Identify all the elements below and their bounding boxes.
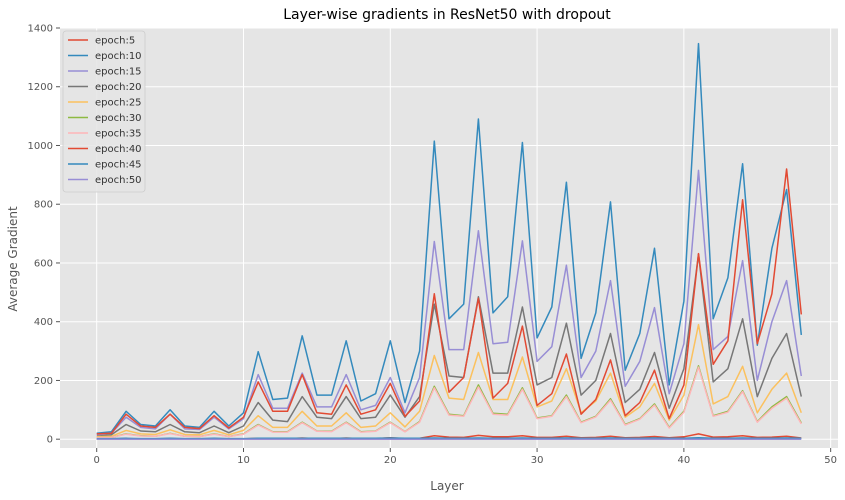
x-axis-ticks: 0 10 20 30 40 50 bbox=[94, 448, 837, 466]
x-tick-label: 0 bbox=[94, 455, 100, 466]
legend-label: epoch:20 bbox=[95, 82, 142, 93]
legend-label: epoch:30 bbox=[95, 113, 142, 124]
legend-item: epoch:5 bbox=[68, 36, 135, 47]
legend: epoch:5 epoch:10 epoch:15 epoch:20 epoch:25 e… bbox=[62, 30, 146, 193]
legend-item: epoch:15 bbox=[68, 67, 142, 78]
y-tick-label: 800 bbox=[34, 200, 53, 211]
chart-title: Layer-wise gradients in ResNet50 with dr… bbox=[283, 7, 611, 23]
x-tick-label: 40 bbox=[678, 455, 691, 466]
y-tick-label: 0 bbox=[47, 435, 53, 446]
x-tick-label: 50 bbox=[824, 455, 837, 466]
legend-item: epoch:30 bbox=[68, 113, 142, 124]
y-axis-label: Average Gradient bbox=[6, 206, 20, 312]
y-tick-label: 200 bbox=[34, 376, 53, 387]
plot-area bbox=[60, 28, 838, 448]
series-line-epoch-25 bbox=[96, 323, 803, 438]
legend-label: epoch:5 bbox=[95, 36, 135, 47]
legend-item: epoch:25 bbox=[68, 98, 142, 109]
x-tick-label: 10 bbox=[237, 455, 250, 466]
legend-label: epoch:15 bbox=[95, 67, 142, 78]
y-tick-label: 1200 bbox=[28, 82, 53, 93]
series-line-epoch-10 bbox=[96, 42, 803, 435]
x-axis-label: Layer bbox=[430, 479, 464, 493]
series-lines bbox=[96, 42, 803, 440]
series-line-epoch-45 bbox=[96, 436, 802, 440]
y-tick-label: 1400 bbox=[28, 24, 53, 35]
legend-label: epoch:35 bbox=[95, 129, 142, 140]
legend-item: epoch:35 bbox=[68, 129, 142, 140]
x-tick-label: 20 bbox=[384, 455, 397, 466]
y-tick-label: 600 bbox=[34, 258, 53, 269]
legend-item: epoch:20 bbox=[68, 82, 142, 93]
y-tick-label: 1000 bbox=[28, 141, 53, 152]
legend-item: epoch:50 bbox=[68, 175, 142, 186]
series-line-epoch-40 bbox=[96, 168, 803, 435]
legend-item: epoch:45 bbox=[68, 160, 142, 171]
y-tick-label: 400 bbox=[34, 317, 53, 328]
legend-item: epoch:40 bbox=[68, 144, 142, 155]
legend-label: epoch:40 bbox=[95, 144, 142, 155]
legend-item: epoch:10 bbox=[68, 51, 142, 62]
legend-label: epoch:45 bbox=[95, 160, 142, 171]
series-line-epoch-15 bbox=[96, 169, 803, 436]
x-tick-label: 30 bbox=[531, 455, 544, 466]
series-line-epoch-35 bbox=[96, 366, 802, 439]
legend-label: epoch:50 bbox=[95, 175, 142, 186]
y-axis-ticks: 0 200 400 600 800 1000 1200 1400 bbox=[28, 24, 60, 446]
legend-label: epoch:25 bbox=[95, 98, 142, 109]
grid-lines bbox=[60, 27, 838, 448]
legend-label: epoch:10 bbox=[95, 51, 142, 62]
series-line-epoch-20 bbox=[96, 253, 803, 438]
